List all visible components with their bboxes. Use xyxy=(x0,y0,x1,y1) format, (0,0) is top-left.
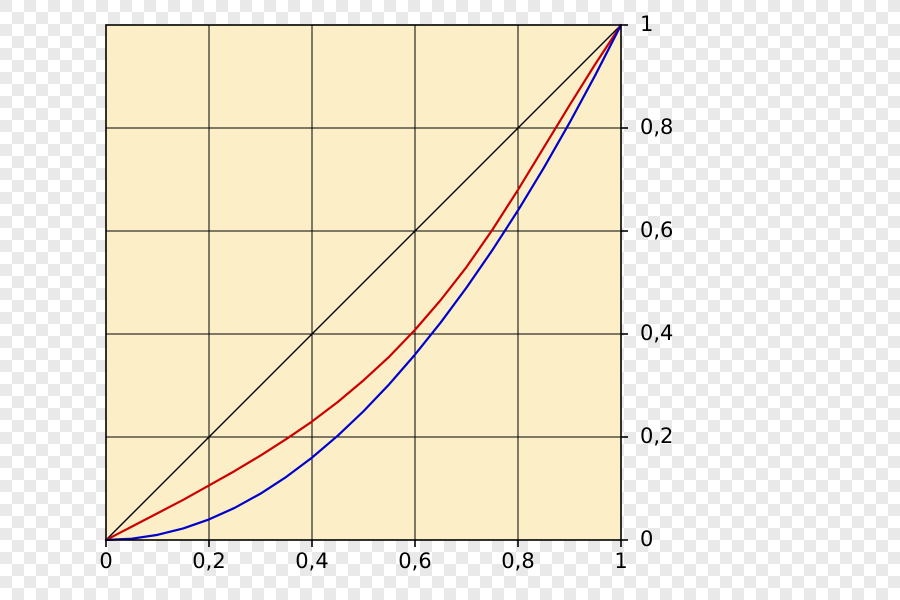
y-tick-label: 0,6 xyxy=(640,218,673,242)
y-tick-label: 1 xyxy=(640,12,653,36)
y-tick-label: 0,8 xyxy=(640,115,673,139)
plot-svg xyxy=(0,0,900,600)
x-tick-label: 0 xyxy=(76,549,136,573)
x-tick-label: 0,2 xyxy=(179,549,239,573)
plot xyxy=(0,0,900,600)
x-tick-label: 0,4 xyxy=(282,549,342,573)
x-tick-label: 0,8 xyxy=(488,549,548,573)
y-tick-label: 0 xyxy=(640,527,653,551)
x-tick-label: 0,6 xyxy=(385,549,445,573)
y-tick-label: 0,2 xyxy=(640,424,673,448)
x-tick-label: 1 xyxy=(591,549,651,573)
figure: 00,20,40,60,8100,20,40,60,81 xyxy=(0,0,900,600)
y-tick-label: 0,4 xyxy=(640,321,673,345)
